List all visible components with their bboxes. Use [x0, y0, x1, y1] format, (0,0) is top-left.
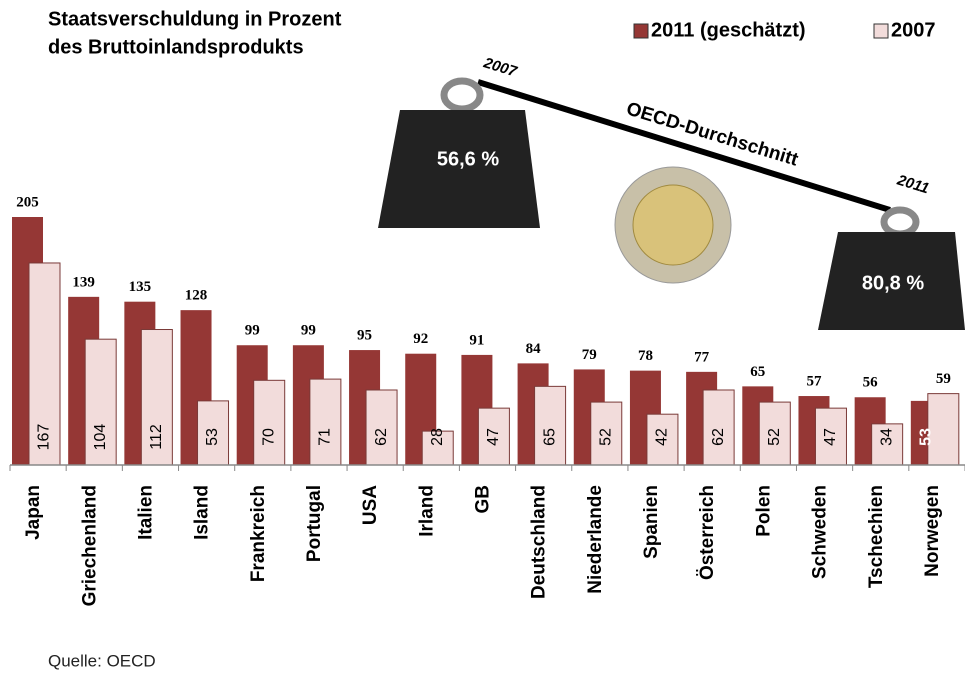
x-tick-label: Österreich: [697, 485, 718, 580]
annotation: 2007: [481, 54, 519, 80]
annotation: 56,6 %: [437, 148, 499, 170]
x-tick-label: Deutschland: [529, 485, 550, 599]
source: Quelle: OECD: [48, 651, 156, 670]
x-tick-label: Portugal: [304, 485, 325, 562]
x-tick-label: Niederlande: [585, 485, 606, 594]
value-label: 52: [597, 428, 614, 446]
value-label: 57: [806, 373, 822, 389]
value-label: 92: [413, 331, 428, 347]
bar: [366, 390, 397, 465]
bar: [310, 379, 341, 465]
x-tick-label: Irland: [416, 485, 437, 537]
value-label: 77: [694, 349, 710, 365]
x-tick-label: Tschechien: [866, 485, 887, 588]
value-label: 65: [750, 364, 765, 380]
annotation: 80,8 %: [862, 272, 924, 294]
value-label: 167: [36, 424, 53, 451]
value-label: 42: [654, 428, 671, 446]
value-label: 71: [317, 428, 334, 446]
x-tick-label: Schweden: [810, 485, 831, 579]
value-label: 47: [822, 428, 839, 446]
x-tick-label: Spanien: [641, 485, 662, 559]
value-label: 65: [541, 428, 558, 446]
chart-title: des Bruttoinlandsprodukts: [48, 36, 304, 58]
value-label: 62: [373, 428, 390, 446]
x-tick-label: GB: [473, 485, 494, 514]
legend-swatch: [634, 24, 648, 38]
x-tick-label: Griechenland: [79, 485, 100, 606]
value-label: 139: [72, 274, 95, 290]
x-tick-label: Italien: [135, 485, 156, 540]
x-tick-label: Polen: [753, 485, 774, 537]
illustration: 56,6 % 80,8 % 2007 2011 OECD-Durchschnit…: [378, 54, 965, 330]
value-label: 79: [582, 347, 597, 363]
x-tick-label: Frankreich: [248, 485, 269, 582]
annotation: 2011: [894, 171, 931, 197]
value-label: 52: [766, 428, 783, 446]
value-label: 104: [92, 424, 109, 451]
value-label: 84: [526, 341, 542, 357]
legend-label: 2011 (geschätzt): [651, 19, 806, 41]
value-label: 59: [936, 371, 951, 387]
value-label: 53: [204, 428, 221, 446]
x-tick-label: USA: [360, 485, 381, 525]
value-label: 47: [485, 428, 502, 446]
weight-handle: [444, 81, 480, 109]
coin-center: [633, 185, 713, 265]
value-label: 62: [710, 428, 727, 446]
value-label: 28: [429, 428, 446, 446]
value-label: 135: [129, 279, 152, 295]
legend-swatch: [874, 24, 888, 38]
x-tick-label: Japan: [23, 485, 44, 540]
value-label: 34: [878, 428, 895, 446]
value-label: 70: [260, 428, 277, 446]
value-label: 91: [469, 332, 484, 348]
x-tick-label: Island: [192, 485, 213, 540]
bar: [254, 380, 285, 465]
x-tick-label: Norwegen: [922, 485, 943, 577]
value-label: 78: [638, 348, 653, 364]
value-label: 112: [148, 424, 165, 450]
bar: [535, 386, 566, 465]
bar: [703, 390, 734, 465]
value-label: 56: [863, 375, 879, 391]
value-label: 95: [357, 328, 372, 344]
value-label: 128: [185, 288, 208, 304]
value-label: 99: [245, 323, 260, 339]
value-label: 205: [16, 194, 39, 210]
legend-label: 2007: [891, 19, 936, 41]
value-label: 53: [918, 428, 935, 446]
value-label: 99: [301, 323, 316, 339]
chart-title: Staatsverschuldung in Prozent: [48, 8, 342, 30]
chart: Staatsverschuldung in Prozent des Brutto…: [0, 0, 965, 677]
weight-handle: [884, 210, 916, 234]
